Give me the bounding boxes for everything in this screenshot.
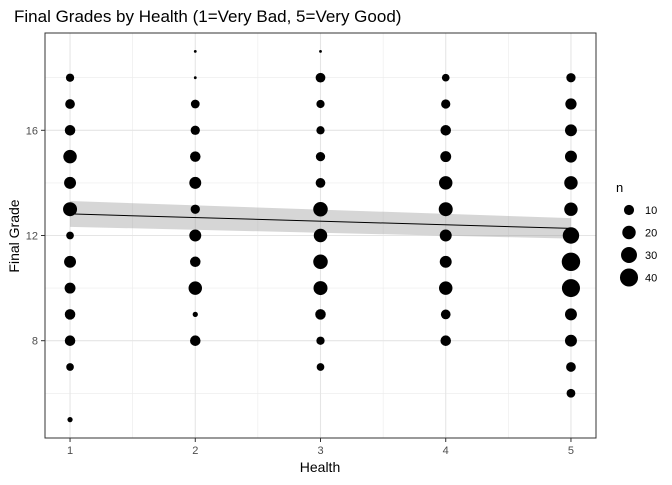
data-point <box>313 201 328 217</box>
data-point <box>313 254 328 270</box>
data-point <box>64 255 77 268</box>
x-tick-label: 2 <box>192 445 198 457</box>
data-point <box>190 256 201 268</box>
data-point <box>190 151 201 162</box>
data-point <box>439 255 452 268</box>
data-point <box>440 335 451 346</box>
data-point <box>313 228 328 243</box>
legend-items: 10 20 30 40 <box>619 204 657 287</box>
y-tick-label: 12 <box>26 231 38 243</box>
legend-key <box>623 204 635 216</box>
data-point <box>66 231 74 240</box>
data-point <box>316 336 325 345</box>
legend-key <box>622 225 636 240</box>
data-point <box>190 99 200 109</box>
data-point <box>63 202 78 217</box>
x-axis-title: Health <box>300 459 340 475</box>
data-point <box>315 72 326 83</box>
y-tick-label: 16 <box>26 125 38 137</box>
data-point <box>316 126 325 135</box>
chart-title: Final Grades by Health (1=Very Bad, 5=Ve… <box>14 7 401 26</box>
legend-label: 20 <box>645 228 657 240</box>
data-point <box>564 308 577 321</box>
data-point <box>64 125 76 136</box>
x-tick-label: 1 <box>67 445 73 457</box>
data-point <box>564 124 577 137</box>
legend-key <box>619 268 639 287</box>
x-tick-label: 5 <box>568 445 574 457</box>
data-point <box>188 281 202 295</box>
data-point <box>440 125 451 136</box>
trend-line <box>70 213 571 229</box>
data-point <box>440 309 451 320</box>
data-point <box>564 150 577 163</box>
data-point <box>64 176 77 189</box>
y-axis-title: Final Grade <box>6 199 22 272</box>
data-point <box>565 98 577 110</box>
y-axis: 8 12 16 <box>26 125 45 348</box>
x-axis: 1 2 3 4 5 <box>67 438 574 457</box>
data-point <box>189 176 202 189</box>
legend-label: 10 <box>645 205 657 217</box>
data-point <box>564 176 578 190</box>
data-point <box>566 73 576 83</box>
data-point <box>566 362 576 372</box>
data-point <box>193 76 197 80</box>
data-point <box>315 309 326 320</box>
data-point <box>63 149 77 164</box>
legend: n 10 20 30 40 <box>616 180 657 287</box>
data-point <box>64 282 76 294</box>
data-point <box>190 335 201 346</box>
data-point <box>439 176 453 190</box>
data-point <box>190 125 200 135</box>
data-point <box>316 99 325 109</box>
legend-title: n <box>616 180 623 195</box>
data-point <box>315 178 326 188</box>
data-point <box>439 229 452 242</box>
data-point <box>193 50 197 53</box>
data-point <box>192 311 198 318</box>
legend-key <box>621 247 637 263</box>
data-point <box>440 151 452 163</box>
data-point <box>313 281 328 296</box>
data-point <box>65 73 75 82</box>
data-point <box>64 335 76 346</box>
data-point <box>561 252 581 272</box>
data-point <box>66 363 74 371</box>
data-point <box>562 227 580 244</box>
data-point <box>319 50 322 53</box>
data-point <box>564 202 578 216</box>
data-point <box>561 279 580 298</box>
data-point <box>441 99 451 109</box>
y-tick-label: 8 <box>32 336 38 348</box>
trend-line-layer <box>70 213 571 229</box>
data-point <box>315 151 326 162</box>
points-layer <box>63 50 581 423</box>
data-point <box>316 363 325 371</box>
data-point <box>64 309 76 320</box>
data-point <box>566 388 576 398</box>
data-point <box>189 229 202 242</box>
x-tick-label: 3 <box>317 445 323 457</box>
data-point <box>438 202 453 217</box>
legend-label: 40 <box>645 273 657 285</box>
data-point <box>190 204 200 214</box>
data-point <box>441 73 450 82</box>
data-point <box>67 416 73 423</box>
data-point <box>65 99 75 109</box>
data-point <box>439 281 453 295</box>
data-point <box>564 334 577 347</box>
x-tick-label: 4 <box>443 445 449 457</box>
legend-label: 30 <box>645 250 657 262</box>
